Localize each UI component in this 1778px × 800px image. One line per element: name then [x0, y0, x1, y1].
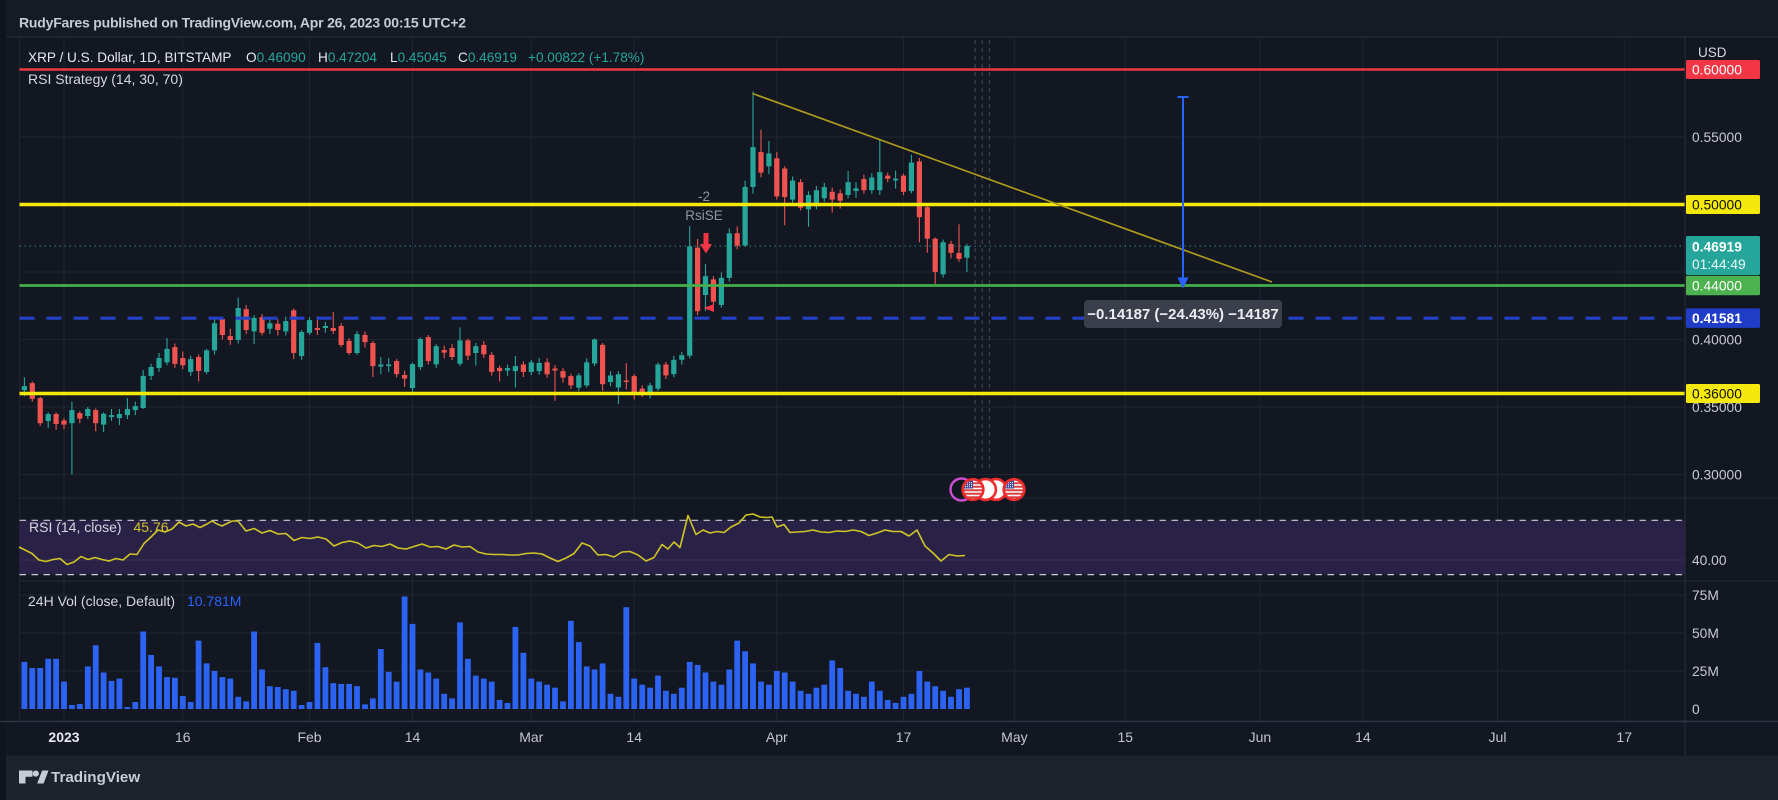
svg-text:TradingView: TradingView [51, 769, 140, 786]
svg-text:0.40000: 0.40000 [1692, 332, 1742, 347]
svg-text:25M: 25M [1692, 664, 1719, 679]
svg-text:-2: -2 [698, 189, 710, 204]
svg-text:24H Vol (close, Default) 10.78: 24H Vol (close, Default) 10.781M [28, 593, 241, 609]
svg-text:14: 14 [626, 729, 642, 745]
svg-text:Jun: Jun [1249, 729, 1272, 745]
svg-text:XRP / U.S. Dollar, 1D, BITSTAM: XRP / U.S. Dollar, 1D, BITSTAMP [28, 50, 231, 65]
svg-text:L0.45045: L0.45045 [390, 50, 447, 65]
svg-text:0.41581: 0.41581 [1692, 311, 1742, 326]
svg-text:RsiSE: RsiSE [685, 208, 723, 223]
svg-text:C0.46919: C0.46919 [458, 50, 517, 65]
svg-text:0.44000: 0.44000 [1692, 278, 1742, 293]
svg-text:Mar: Mar [519, 729, 543, 745]
svg-text:0.30000: 0.30000 [1692, 467, 1742, 482]
svg-text:14: 14 [1355, 729, 1371, 745]
svg-text:01:44:49: 01:44:49 [1692, 257, 1746, 272]
svg-text:Feb: Feb [297, 729, 321, 745]
svg-text:−0.14187 (−24.43%) −14187: −0.14187 (−24.43%) −14187 [1087, 306, 1278, 323]
svg-text:0: 0 [1692, 702, 1700, 717]
svg-text:+0.00822 (+1.78%): +0.00822 (+1.78%) [528, 50, 644, 65]
svg-text:H0.47204: H0.47204 [318, 50, 377, 65]
svg-text:0.50000: 0.50000 [1692, 197, 1742, 212]
svg-text:0.36000: 0.36000 [1692, 386, 1742, 401]
svg-text:0.46919: 0.46919 [1692, 240, 1742, 255]
svg-text:0.60000: 0.60000 [1692, 62, 1742, 77]
svg-text:17: 17 [1616, 729, 1632, 745]
svg-text:0.35000: 0.35000 [1692, 400, 1742, 415]
svg-text:Apr: Apr [766, 729, 788, 745]
svg-text:14: 14 [405, 729, 421, 745]
svg-text:O0.46090: O0.46090 [246, 50, 306, 65]
svg-text:40.00: 40.00 [1692, 553, 1727, 568]
svg-text:16: 16 [175, 729, 191, 745]
svg-text:2023: 2023 [48, 729, 79, 745]
svg-text:50M: 50M [1692, 626, 1719, 641]
svg-text:17: 17 [896, 729, 912, 745]
svg-text:USD: USD [1698, 45, 1727, 60]
svg-text:May: May [1001, 729, 1027, 745]
svg-text:75M: 75M [1692, 588, 1719, 603]
svg-text:Jul: Jul [1489, 729, 1507, 745]
svg-text:0.55000: 0.55000 [1692, 130, 1742, 145]
svg-text:RudyFares published on Trading: RudyFares published on TradingView.com, … [19, 15, 466, 31]
svg-text:RSI (14, close) 45.76: RSI (14, close) 45.76 [29, 519, 169, 535]
svg-text:RSI Strategy (14, 30, 70): RSI Strategy (14, 30, 70) [28, 71, 183, 87]
svg-text:15: 15 [1118, 729, 1134, 745]
